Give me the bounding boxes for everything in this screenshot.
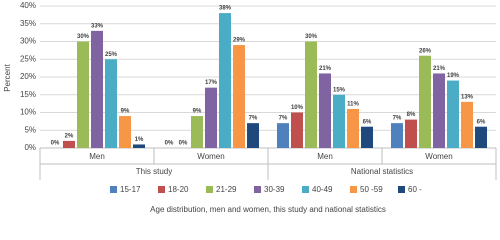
bar	[418, 55, 431, 149]
legend-swatch	[110, 186, 117, 193]
x-tick-label: Women	[425, 152, 452, 161]
legend-swatch	[254, 186, 261, 193]
value-label: 7%	[279, 116, 288, 122]
value-label: 10%	[291, 105, 304, 111]
legend-label: 21-29	[216, 185, 237, 194]
group-label: This study	[136, 167, 172, 176]
chart: Percent Age distribution, men and women,…	[3, 1, 497, 214]
bar	[105, 59, 118, 148]
bar	[333, 94, 346, 148]
bar	[219, 13, 232, 148]
value-label: 9%	[121, 109, 130, 115]
x-tick-label: Men	[317, 152, 333, 161]
value-label: 33%	[91, 23, 104, 29]
value-label: 9%	[193, 109, 202, 115]
bar	[304, 41, 317, 148]
value-label: 6%	[477, 119, 486, 125]
y-tick-label: 40%	[20, 1, 36, 10]
bar	[390, 123, 403, 148]
y-tick-label: 30%	[20, 37, 36, 46]
bar	[133, 144, 146, 148]
y-axis-title: Percent	[3, 63, 12, 91]
value-label: 7%	[249, 116, 258, 122]
legend-label: 60 -	[408, 185, 422, 194]
legend-swatch	[398, 186, 405, 193]
value-label: 30%	[77, 34, 90, 40]
bar	[76, 41, 89, 148]
y-tick-label: 10%	[20, 108, 36, 117]
value-label: 0%	[179, 141, 188, 147]
bar	[404, 119, 417, 148]
value-label: 8%	[407, 112, 416, 118]
legend-label: 18-20	[168, 185, 189, 194]
legend-swatch	[206, 186, 213, 193]
value-label: 0%	[165, 141, 174, 147]
bar	[347, 108, 360, 148]
value-label: 21%	[433, 66, 446, 72]
bar	[290, 112, 303, 148]
value-label: 0%	[51, 141, 60, 147]
y-tick-label: 25%	[20, 54, 36, 63]
group-label: National statistics	[351, 167, 413, 176]
bar	[361, 126, 374, 148]
bar	[319, 73, 331, 148]
legend-label: 15-17	[120, 185, 141, 194]
x-tick-label: Men	[89, 152, 105, 161]
y-tick-label: 20%	[20, 72, 36, 81]
legend-swatch	[302, 186, 309, 193]
value-label: 2%	[65, 133, 74, 139]
bar	[205, 87, 217, 148]
bar	[62, 140, 75, 148]
bar	[190, 116, 203, 148]
value-label: 13%	[461, 94, 474, 100]
y-tick-label: 0%	[24, 143, 36, 152]
bar	[433, 73, 445, 148]
y-tick-label: 35%	[20, 19, 36, 28]
x-tick-label: Women	[197, 152, 224, 161]
y-tick-label: 15%	[20, 90, 36, 99]
bar	[475, 126, 488, 148]
value-label: 7%	[393, 116, 402, 122]
legend-swatch	[350, 186, 357, 193]
value-label: 21%	[319, 66, 332, 72]
bar	[119, 116, 132, 148]
value-label: 30%	[305, 34, 318, 40]
y-tick-label: 5%	[24, 125, 36, 134]
legend-label: 30-39	[264, 185, 285, 194]
value-label: 15%	[333, 87, 346, 93]
bar	[247, 123, 260, 148]
legend-label: 40-49	[312, 185, 333, 194]
value-label: 1%	[135, 137, 144, 143]
value-label: 11%	[347, 102, 359, 108]
value-label: 38%	[219, 6, 232, 12]
value-label: 19%	[447, 73, 460, 79]
bar	[233, 45, 246, 148]
bar	[91, 30, 103, 149]
value-label: 6%	[363, 119, 372, 125]
legend-label: 50 -59	[360, 185, 383, 194]
legend-swatch	[158, 186, 165, 193]
bar	[447, 80, 460, 148]
value-label: 26%	[419, 48, 432, 54]
bar	[461, 101, 474, 148]
value-label: 25%	[105, 52, 118, 58]
value-label: 17%	[205, 80, 218, 86]
value-label: 29%	[233, 38, 246, 44]
bar	[276, 123, 289, 148]
x-axis-title: Age distribution, men and women, this st…	[150, 205, 386, 214]
